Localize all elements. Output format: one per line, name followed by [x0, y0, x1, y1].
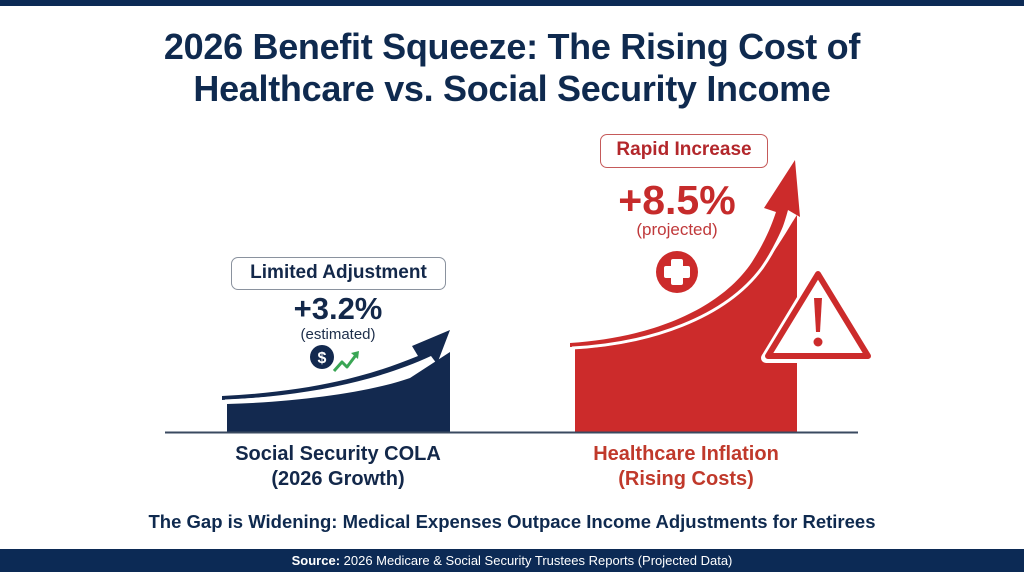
- annotation-limited-adjustment: Limited Adjustment: [231, 257, 446, 290]
- dollar-growth-icon: $: [310, 345, 359, 372]
- value-healthcare: +8.5%: [618, 177, 736, 223]
- source-footer: Source: 2026 Medicare & Social Security …: [0, 549, 1024, 572]
- category-label-social-security-line2: (2026 Growth): [271, 468, 405, 490]
- page-title: 2026 Benefit Squeeze: The Rising Cost of…: [0, 26, 1024, 110]
- bar-healthcare: [570, 160, 800, 432]
- category-label-healthcare-line1: Healthcare Inflation: [593, 443, 779, 465]
- svg-text:$: $: [318, 350, 327, 367]
- qualifier-healthcare: (projected): [636, 220, 718, 239]
- medical-cross-icon: [656, 251, 698, 293]
- warning-triangle-icon: [761, 267, 875, 363]
- title-line-2: Healthcare vs. Social Security Income: [193, 68, 831, 109]
- qualifier-social-security: (estimated): [300, 326, 376, 343]
- category-label-healthcare: Healthcare Inflation (Rising Costs): [548, 442, 824, 492]
- chart-subtitle: The Gap is Widening: Medical Expenses Ou…: [148, 511, 876, 532]
- category-label-social-security-line1: Social Security COLA: [235, 443, 441, 465]
- category-label-healthcare-line2: (Rising Costs): [618, 468, 754, 490]
- top-band: [0, 0, 1024, 6]
- category-label-social-security: Social Security COLA (2026 Growth): [200, 442, 476, 492]
- title-line-1: 2026 Benefit Squeeze: The Rising Cost of: [163, 26, 861, 67]
- value-social-security: +3.2%: [293, 291, 383, 326]
- source-label: Source:: [291, 553, 341, 568]
- bar-social-security: [222, 330, 450, 432]
- annotation-rapid-increase: Rapid Increase: [600, 134, 768, 168]
- source-text: 2026 Medicare & Social Security Trustees…: [340, 553, 733, 568]
